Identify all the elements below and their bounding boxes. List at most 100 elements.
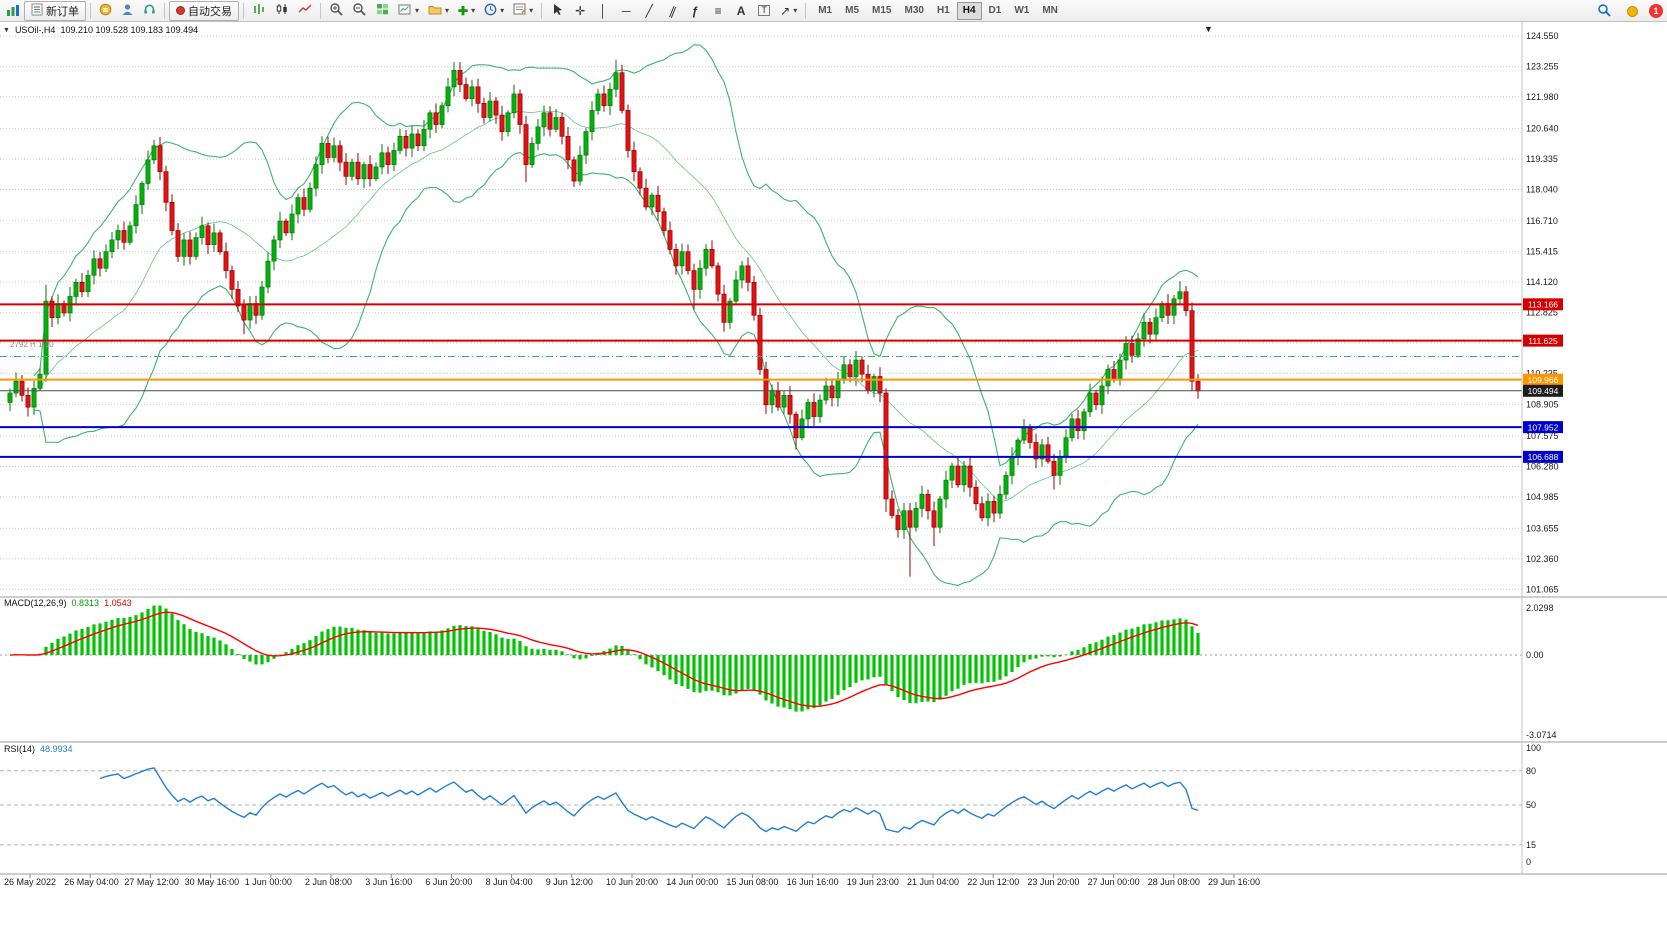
rsi-axis-label: 100 <box>1526 743 1541 753</box>
price-tick: 101.065 <box>1526 584 1559 594</box>
vertical-line-tool-button[interactable]: │ <box>592 1 614 21</box>
time-axis: 26 May 2022 26 May 04:00 27 May 12:00 30 Ma… <box>4 874 1260 887</box>
channel-icon: ∥ <box>667 3 677 18</box>
app-logo-bars <box>7 5 19 16</box>
price-label-box <box>1523 384 1563 397</box>
time-axis-label: 26 May 2022 <box>4 877 56 887</box>
price-tick: 103.655 <box>1526 523 1559 533</box>
chart-object-note: 2792 H 1.10 <box>10 340 54 349</box>
timeframe-button-w1[interactable]: W1 <box>1008 2 1035 20</box>
price-axis: 124.550 123.255 121.980 120.640 119.335 118.0… <box>1523 31 1563 594</box>
time-axis-label: 16 Jun 16:00 <box>787 877 839 887</box>
price-tick: 116.710 <box>1526 216 1558 226</box>
tile-windows-button[interactable] <box>371 1 393 21</box>
trendline-tool-button[interactable]: ╱ <box>638 1 660 21</box>
new-chart-button[interactable]: ▾ <box>394 1 423 21</box>
community-button[interactable] <box>1622 1 1642 21</box>
arrow-shape-icon: ↗ <box>780 3 791 18</box>
price-tick: 108.905 <box>1526 400 1559 410</box>
price-label-text: 109.966 <box>1528 375 1559 385</box>
channel-tool-button[interactable]: ∥ <box>661 1 683 21</box>
time-axis-label: 14 Jun 00:00 <box>666 877 718 887</box>
autotrading-status-icon <box>176 6 185 15</box>
tile-windows-icon <box>376 3 389 18</box>
clock-icon <box>484 3 497 19</box>
toolbar-separator <box>541 2 543 19</box>
support-button[interactable] <box>139 1 160 21</box>
chart-canvas[interactable]: 2.0298 0.00 -3.0714 100 80 50 15 0 124.550 123.25… <box>0 22 1667 940</box>
crosshair-tool-button[interactable]: ✛ <box>569 1 591 21</box>
symbol-dropdown-icon[interactable]: ▼ <box>3 26 10 34</box>
time-axis-label: 28 Jun 08:00 <box>1148 877 1200 887</box>
market-button[interactable] <box>95 1 116 21</box>
timeframe-button-h1[interactable]: H1 <box>931 2 956 20</box>
notification-badge[interactable]: 1 <box>1649 4 1663 18</box>
price-label-box <box>1523 373 1563 386</box>
chart-shift-marker[interactable]: ▼ <box>1204 24 1213 34</box>
autotrading-button[interactable]: 自动交易 <box>169 0 239 21</box>
toolbar-separator <box>320 2 321 19</box>
bar-chart-mode-button[interactable] <box>248 1 270 21</box>
new-chart-icon <box>398 3 412 18</box>
timeframe-button-m1[interactable]: M1 <box>812 2 838 20</box>
templates-button[interactable]: ▾ <box>509 1 537 21</box>
price-tick: 112.825 <box>1526 307 1558 317</box>
time-axis-label: 27 Jun 00:00 <box>1088 877 1140 887</box>
price-label-text: 113.166 <box>1528 300 1558 310</box>
chevron-down-icon: ▾ <box>793 6 798 15</box>
zoom-out-icon <box>352 2 366 19</box>
periods-button[interactable]: ▾ <box>480 1 508 21</box>
profiles-button[interactable]: ▾ <box>424 1 453 21</box>
community-icon <box>1626 5 1638 17</box>
candlestick-mode-button[interactable] <box>271 1 293 21</box>
indicators-button[interactable]: ✚ ▾ <box>454 1 479 21</box>
toolbar-separator <box>90 2 91 19</box>
price-label-text: 109.494 <box>1528 386 1559 396</box>
cursor-icon <box>552 3 563 19</box>
price-tick: 119.335 <box>1526 154 1558 164</box>
price-label-text: 106.688 <box>1528 452 1559 462</box>
vertical-line-icon: │ <box>599 3 607 18</box>
new-order-button[interactable]: 新订单 <box>24 0 86 21</box>
macd-axis-bottom: -3.0714 <box>1526 730 1557 740</box>
signals-icon <box>121 3 134 19</box>
objects-list-button[interactable]: ≡ <box>707 1 729 21</box>
search-icon <box>1597 3 1611 20</box>
macd-axis-zero: 0.00 <box>1526 650 1544 660</box>
cursor-tool-button[interactable] <box>546 1 568 21</box>
chevron-down-icon: ▾ <box>500 6 505 15</box>
price-tick: 102.360 <box>1526 554 1559 564</box>
text-tool-icon: A <box>736 3 746 18</box>
chevron-down-icon: ▾ <box>471 6 476 15</box>
timeframe-button-mn[interactable]: MN <box>1036 2 1064 20</box>
zoom-in-button[interactable] <box>325 1 347 21</box>
timeframe-button-h4[interactable]: H4 <box>956 1 982 20</box>
time-axis-label: 1 Jun 00:00 <box>245 877 292 887</box>
horizontal-line-tool-button[interactable]: ─ <box>615 1 637 21</box>
timeframe-button-m5[interactable]: M5 <box>839 2 865 20</box>
time-axis-label: 27 May 12:00 <box>124 877 179 887</box>
text-tool-button[interactable]: A <box>730 1 752 21</box>
candlestick-icon <box>275 3 289 18</box>
label-tool-button[interactable]: T <box>753 1 775 21</box>
rsi-axis-label: 80 <box>1526 766 1536 776</box>
time-axis-label: 30 May 16:00 <box>185 877 240 887</box>
chart-window[interactable]: 2.0298 0.00 -3.0714 100 80 50 15 0 124.550 123.25… <box>0 22 1667 940</box>
time-axis-label: 10 Jun 20:00 <box>606 877 658 887</box>
timeframe-button-m15[interactable]: M15 <box>866 2 897 20</box>
price-tick: 106.280 <box>1526 461 1559 471</box>
shapes-menu-button[interactable]: ↗ ▾ <box>776 1 801 21</box>
bollinger-bands <box>33 44 1199 586</box>
price-tick: 121.980 <box>1526 92 1559 102</box>
timeframe-button-m30[interactable]: M30 <box>898 2 929 20</box>
signals-button[interactable] <box>117 1 138 21</box>
chevron-down-icon: ▾ <box>529 6 534 15</box>
template-icon <box>513 3 527 18</box>
search-button[interactable] <box>1593 1 1615 21</box>
fibonacci-tool-button[interactable]: ƒ <box>684 1 706 21</box>
timeframe-button-d1[interactable]: D1 <box>983 2 1008 20</box>
line-chart-mode-button[interactable] <box>294 1 316 21</box>
price-label-box <box>1523 421 1563 434</box>
toolbar-separator <box>805 2 807 19</box>
zoom-out-button[interactable] <box>348 1 370 21</box>
